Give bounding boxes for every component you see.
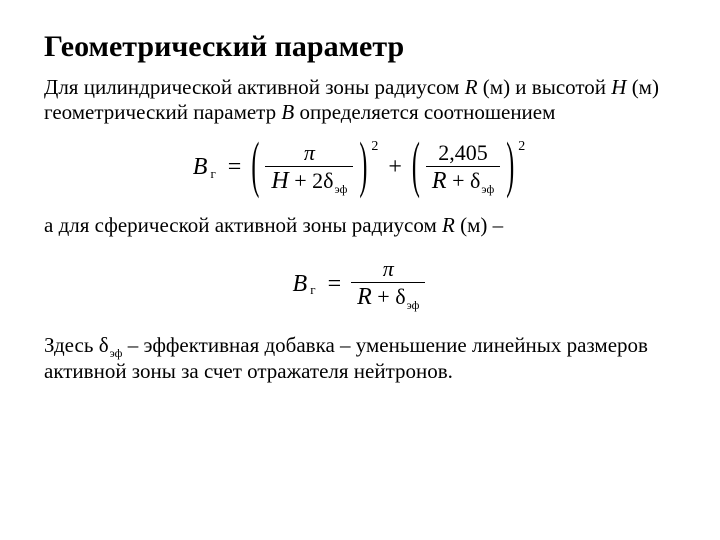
- formula-sphere: Bг = π R + δэф: [44, 256, 676, 311]
- fraction-1: π H + 2δэф: [265, 140, 353, 195]
- text-fragment: определяется соотношением: [294, 100, 555, 124]
- intro-paragraph: Для цилиндрической активной зоны радиусо…: [44, 75, 676, 126]
- equals-sign: =: [228, 155, 242, 179]
- delta-sub: эф: [407, 298, 420, 312]
- plus-sign: +: [388, 155, 402, 179]
- equation-2: Bг = π R + δэф: [293, 256, 428, 311]
- rparen-icon: ): [359, 136, 367, 198]
- note-paragraph: Здесь δэф – эффективная добавка – уменьш…: [44, 333, 676, 384]
- text-fragment: Для цилиндрической активной зоны радиусо…: [44, 75, 465, 99]
- den-R: R: [357, 284, 372, 310]
- text-fragment: Здесь: [44, 333, 99, 357]
- text-fragment: (м) –: [455, 213, 503, 237]
- text-fragment: а для сферической активной зоны радиусом: [44, 213, 442, 237]
- var-R: R: [442, 213, 455, 237]
- var-B: B: [281, 100, 294, 124]
- delta-sub: эф: [481, 182, 494, 196]
- page-title: Геометрический параметр: [44, 30, 676, 65]
- fraction-2: 2,405 R + δэф: [426, 140, 500, 195]
- pi-symbol: π: [383, 256, 394, 281]
- lhs-sub: г: [310, 283, 315, 296]
- text-fragment: (м) и высотой: [478, 75, 612, 99]
- slide: Геометрический параметр Для цилиндрическ…: [0, 0, 720, 540]
- lhs-B: B: [293, 272, 308, 296]
- formula-cylinder: Bг = ( π H + 2δэф ) 2 + ( 2,405 R + δэф: [44, 140, 676, 195]
- delta-sub: эф: [334, 182, 347, 196]
- text-fragment: – эффективная добавка – уменьшение линей…: [44, 333, 648, 383]
- superscript-2: 2: [371, 140, 378, 154]
- den-plus-2: + 2: [289, 168, 323, 193]
- delta-symbol: δ: [99, 333, 109, 357]
- fraction-3: π R + δэф: [351, 256, 425, 311]
- lparen-icon: (: [251, 136, 259, 198]
- delta-symbol: δ: [470, 168, 480, 193]
- var-R: R: [465, 75, 478, 99]
- equation-1: Bг = ( π H + 2δэф ) 2 + ( 2,405 R + δэф: [193, 140, 527, 195]
- lparen-icon: (: [412, 136, 420, 198]
- den-plus: +: [372, 284, 395, 309]
- den-R: R: [432, 168, 447, 194]
- rparen-icon: ): [506, 136, 514, 198]
- den-plus: +: [447, 168, 470, 193]
- var-H: H: [611, 75, 626, 99]
- delta-sub: эф: [110, 346, 123, 360]
- lhs-sub: г: [210, 167, 215, 180]
- sphere-paragraph: а для сферической активной зоны радиусом…: [44, 213, 676, 239]
- den-H: H: [271, 168, 288, 194]
- equals-sign: =: [328, 272, 342, 296]
- lhs-B: B: [193, 155, 208, 179]
- pi-symbol: π: [304, 140, 315, 165]
- superscript-2: 2: [518, 140, 525, 154]
- delta-symbol: δ: [323, 168, 333, 193]
- delta-symbol: δ: [395, 284, 405, 309]
- numerator-value: 2,405: [432, 140, 494, 166]
